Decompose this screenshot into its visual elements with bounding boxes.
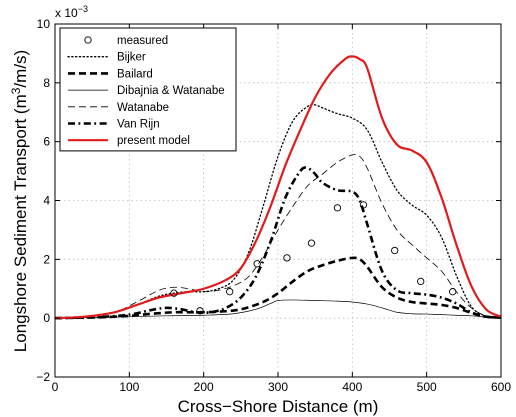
- series-group: [54, 55, 502, 320]
- y-multiplier: x 10−3: [55, 4, 88, 20]
- measured-point: [391, 246, 399, 255]
- series-line-watanabe: [54, 153, 502, 319]
- legend-label: Van Rijn: [117, 119, 160, 131]
- series-line-present-model: [54, 55, 502, 320]
- series-line-bailard: [54, 256, 502, 320]
- x-tick-label: 500: [417, 380, 437, 394]
- series-line-bijker: [54, 103, 502, 319]
- legend-label: Dibajnia & Watanabe: [117, 85, 225, 97]
- measured-point: [170, 289, 178, 297]
- legend-swatch-measured: [84, 36, 92, 44]
- y-tick-label: 10: [37, 17, 51, 31]
- measured-point: [359, 201, 368, 209]
- x-tick-label: 300: [268, 380, 288, 394]
- x-tick-label: 400: [342, 380, 362, 394]
- y-axis-title: Longshore Sediment Transport (m3/m/s): [9, 50, 30, 352]
- legend-box: [59, 27, 237, 152]
- measured-point: [333, 204, 342, 212]
- y-tick-label: 2: [43, 252, 50, 266]
- measured-point: [417, 277, 425, 286]
- y-tick-label: 8: [43, 76, 50, 90]
- measured-point: [226, 288, 234, 296]
- legend-label: present model: [117, 135, 190, 147]
- x-axis-title: Cross−Shore Distance (m): [178, 397, 379, 416]
- legend: measured Bijker Bailard Dibajnia & Watanabe…: [59, 27, 237, 152]
- x-tick-label: 100: [119, 380, 139, 394]
- legend-label: Watanabe: [117, 102, 169, 114]
- measured-point: [253, 260, 261, 268]
- y-tick-label: 6: [43, 135, 50, 149]
- measured-point: [196, 307, 204, 315]
- y-tick-label: 4: [43, 194, 50, 208]
- y-tick-label: −2: [36, 370, 50, 384]
- x-tick-label: 200: [194, 380, 214, 394]
- measured-point: [307, 239, 316, 247]
- legend-label: Bailard: [117, 68, 153, 80]
- y-tick-label: 0: [43, 311, 50, 325]
- x-tick-label: 0: [52, 380, 59, 394]
- series-line-dibajnia-watanabe: [54, 299, 502, 319]
- legend-label: measured: [117, 35, 168, 47]
- measured-point: [283, 254, 291, 262]
- legend-label: Bijker: [117, 52, 146, 64]
- x-tick-label: 600: [491, 380, 511, 394]
- measured-point: [449, 288, 457, 296]
